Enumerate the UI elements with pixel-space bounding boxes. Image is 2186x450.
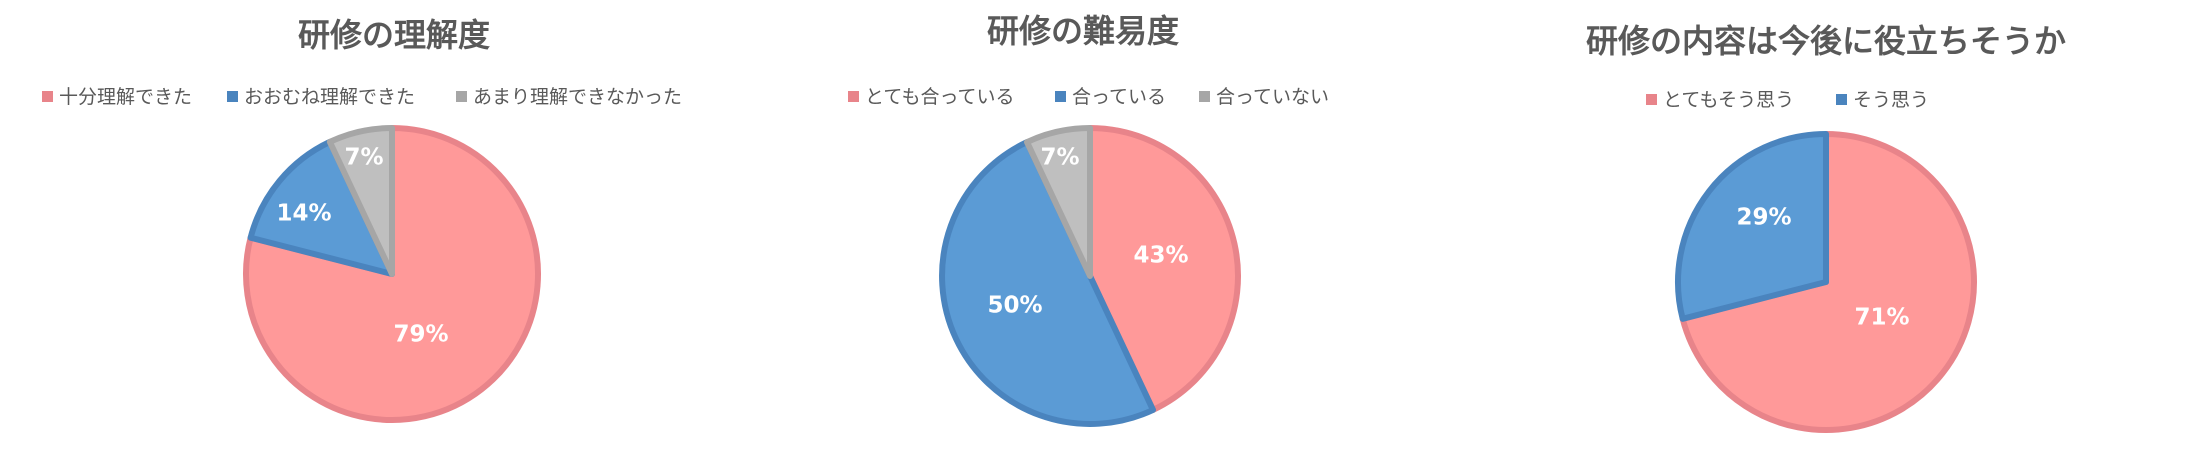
pie-slice <box>1675 131 1829 322</box>
legend-swatch-0 <box>848 91 859 102</box>
pie-slice <box>939 139 1157 427</box>
pie-plot: 43% 50% 7% <box>939 125 1241 427</box>
chart-title: 研修の難易度 <box>987 12 1179 50</box>
legend: 十分理解できた おおむね理解できた あまり理解できなかった <box>42 86 682 108</box>
data-label: 29% <box>1736 205 1791 231</box>
legend-label: 合っていない <box>1216 86 1329 108</box>
data-label: 50% <box>987 293 1042 319</box>
pie-slice <box>1023 125 1093 279</box>
legend-label: おおむね理解できた <box>244 86 415 108</box>
data-label: 7% <box>344 145 383 171</box>
chart-title: 研修の理解度 <box>298 16 490 54</box>
data-label: 71% <box>1854 305 1909 331</box>
pie-slice <box>1087 125 1241 413</box>
chart-usefulness: 研修の内容は今後に役立ちそうか とてもそう思う そう思う 71% 29% <box>1586 22 2066 433</box>
legend-swatch-1 <box>1836 94 1847 105</box>
data-label: 79% <box>393 322 448 348</box>
pie-plot: 71% 29% <box>1675 131 1977 433</box>
legend-label: そう思う <box>1853 89 1929 111</box>
legend-swatch-0 <box>1646 94 1657 105</box>
legend-swatch-1 <box>227 91 238 102</box>
legend-label: 合っている <box>1072 86 1166 108</box>
legend: とても合っている 合っている 合っていない <box>848 86 1329 108</box>
chart-difficulty: 研修の難易度 とても合っている 合っている 合っていない 43% 50% 7% <box>848 12 1329 427</box>
data-label: 7% <box>1040 145 1079 171</box>
pie-slice <box>326 125 395 277</box>
legend-label: 十分理解できた <box>59 86 192 108</box>
data-label: 43% <box>1133 243 1188 269</box>
legend-swatch-0 <box>42 91 53 102</box>
legend-swatch-2 <box>1199 91 1210 102</box>
chart-understanding: 研修の理解度 十分理解できた おおむね理解できた あまり理解できなかった 79%… <box>42 16 682 423</box>
pie-slice <box>247 138 395 277</box>
legend: とてもそう思う そう思う <box>1646 89 1929 111</box>
pie-plot: 79% 14% 7% <box>243 125 541 423</box>
legend-label: とてもそう思う <box>1663 89 1794 111</box>
legend-swatch-2 <box>456 91 467 102</box>
chart-title: 研修の内容は今後に役立ちそうか <box>1586 22 2066 60</box>
legend-label: あまり理解できなかった <box>473 86 682 108</box>
legend-label: とても合っている <box>865 86 1015 108</box>
legend-swatch-1 <box>1055 91 1066 102</box>
data-label: 14% <box>276 201 331 227</box>
